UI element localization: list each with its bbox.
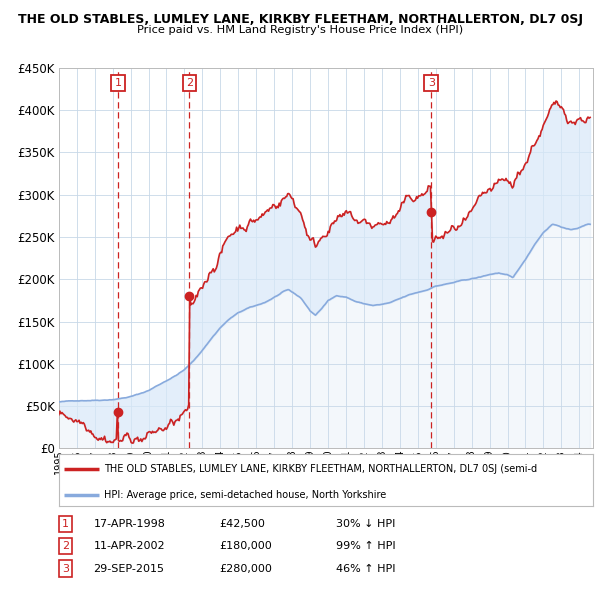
Text: £42,500: £42,500 <box>219 519 265 529</box>
Text: 30% ↓ HPI: 30% ↓ HPI <box>337 519 396 529</box>
Text: 29-SEP-2015: 29-SEP-2015 <box>94 563 164 573</box>
Text: 1: 1 <box>62 519 69 529</box>
Text: 2: 2 <box>186 78 193 88</box>
Text: 46% ↑ HPI: 46% ↑ HPI <box>337 563 396 573</box>
Text: £280,000: £280,000 <box>219 563 272 573</box>
Text: 99% ↑ HPI: 99% ↑ HPI <box>337 541 396 551</box>
Text: 1: 1 <box>115 78 121 88</box>
Text: Price paid vs. HM Land Registry's House Price Index (HPI): Price paid vs. HM Land Registry's House … <box>137 25 463 35</box>
Text: HPI: Average price, semi-detached house, North Yorkshire: HPI: Average price, semi-detached house,… <box>104 490 386 500</box>
Text: 17-APR-1998: 17-APR-1998 <box>94 519 166 529</box>
Text: 3: 3 <box>428 78 435 88</box>
Text: 11-APR-2002: 11-APR-2002 <box>94 541 165 551</box>
Text: THE OLD STABLES, LUMLEY LANE, KIRKBY FLEETHAM, NORTHALLERTON, DL7 0SJ: THE OLD STABLES, LUMLEY LANE, KIRKBY FLE… <box>17 13 583 26</box>
Text: 3: 3 <box>62 563 69 573</box>
Text: THE OLD STABLES, LUMLEY LANE, KIRKBY FLEETHAM, NORTHALLERTON, DL7 0SJ (semi-d: THE OLD STABLES, LUMLEY LANE, KIRKBY FLE… <box>104 464 538 474</box>
Text: £180,000: £180,000 <box>219 541 272 551</box>
Text: 2: 2 <box>62 541 69 551</box>
